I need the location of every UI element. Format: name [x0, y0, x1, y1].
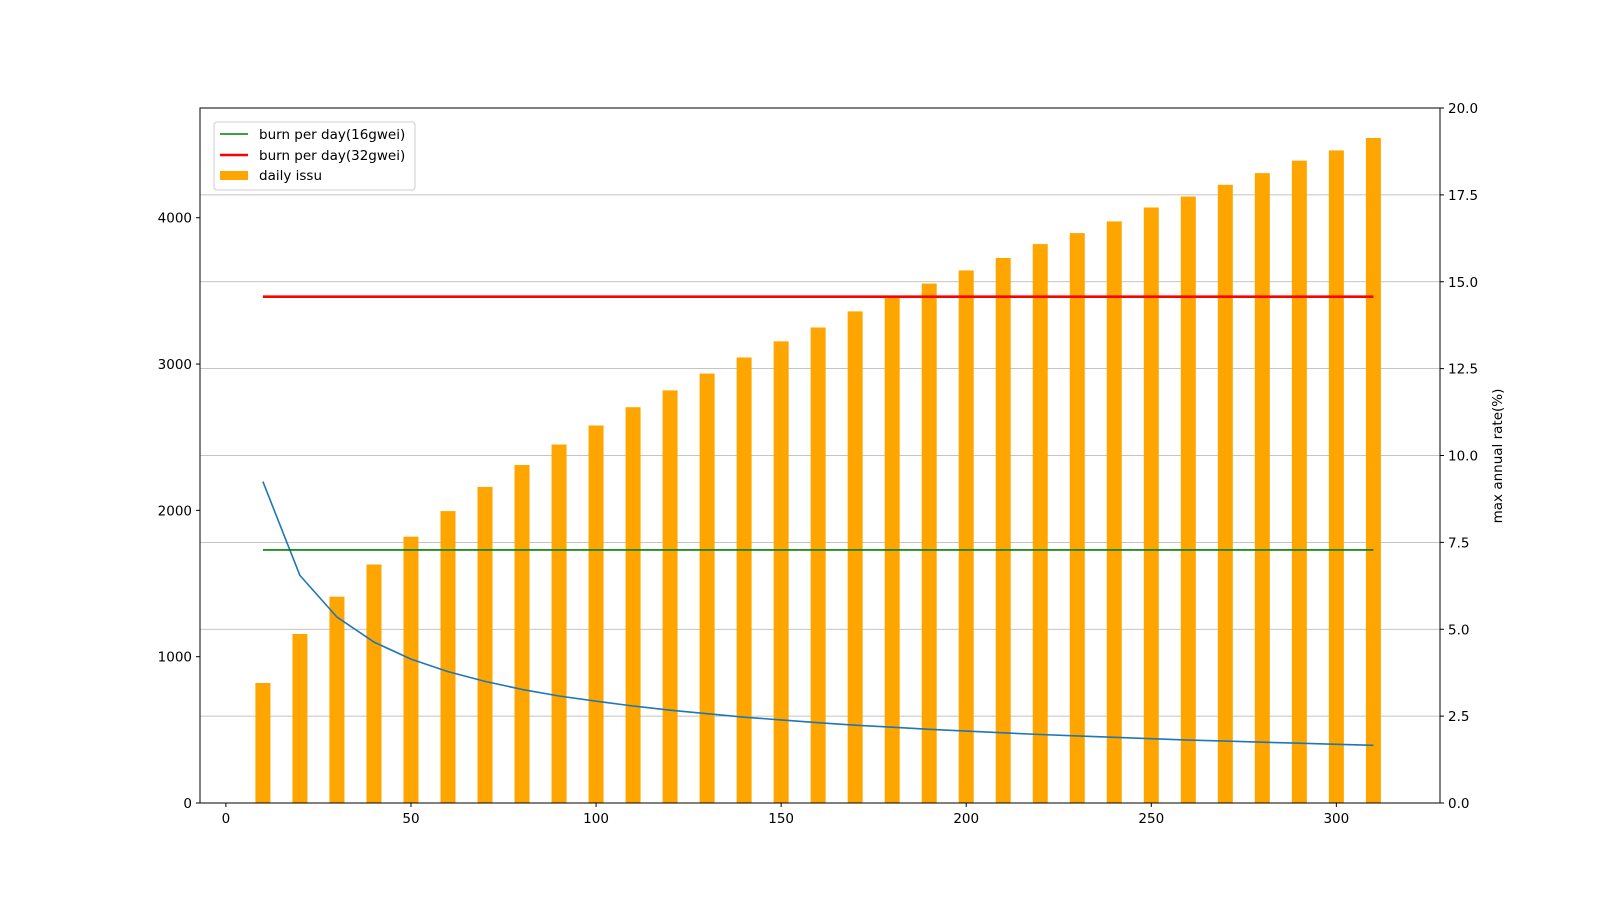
bar-daily-issu-290	[1291, 160, 1307, 803]
y-right-tick-label-10.0: 10.0	[1448, 449, 1478, 465]
legend-label-32gwei: burn per day(32gwei)	[259, 148, 405, 164]
line-series-annual-rate	[262, 481, 1374, 747]
legend-box	[213, 121, 416, 191]
bar-daily-issu-80	[514, 465, 530, 803]
bar-daily-issu-230	[1069, 233, 1085, 804]
bar-daily-issu-300	[1328, 150, 1344, 803]
y-left-tick-label-2000: 2000	[158, 503, 192, 519]
bar-daily-issu-210	[995, 257, 1011, 803]
y-right-tick-label-0.0: 0.0	[1448, 796, 1469, 812]
y-left-tick-label-0: 0	[183, 796, 192, 812]
y-right-tick-label-17.5: 17.5	[1448, 188, 1478, 204]
legend: burn per day(16gwei) burn per day(32gwei…	[213, 121, 416, 191]
x-tick-label-300: 300	[1323, 811, 1349, 827]
y-left-tick-label-3000: 3000	[158, 357, 192, 373]
bar-daily-issu-40	[366, 564, 382, 803]
bar-daily-issu-190	[921, 283, 937, 803]
x-tick-label-250: 250	[1138, 811, 1164, 827]
bar-daily-issu-30	[329, 596, 345, 803]
y-right-tick-label-5.0: 5.0	[1448, 622, 1469, 638]
x-tick-label-100: 100	[583, 811, 609, 827]
bar-daily-issu-200	[958, 270, 974, 803]
x-tick-label-0: 0	[222, 811, 231, 827]
bar-daily-issu-70	[477, 486, 493, 803]
x-tick-label-50: 50	[402, 811, 419, 827]
legend-swatch-daily-issu	[220, 171, 248, 180]
bar-daily-issu-250	[1143, 207, 1159, 803]
bar-daily-issu-170	[847, 311, 863, 803]
line-series	[262, 295, 1374, 747]
bar-daily-issu-220	[1032, 244, 1048, 804]
bar-daily-issu-140	[736, 357, 752, 803]
bar-daily-issu-20	[292, 634, 308, 803]
y-left-tick-label-1000: 1000	[158, 650, 192, 666]
bar-daily-issu-120	[662, 390, 678, 803]
y-right-tick-label-2.5: 2.5	[1448, 709, 1469, 725]
legend-label-daily-issu: daily issu	[259, 168, 322, 184]
bar-daily-issu-240	[1106, 221, 1122, 804]
bar-daily-issu-150	[773, 341, 789, 803]
bar-daily-issu-270	[1217, 184, 1233, 803]
bar-daily-issu-130	[699, 373, 715, 803]
y-right-tick-label-20.0: 20.0	[1448, 101, 1478, 117]
bar-daily-issu-280	[1254, 173, 1270, 803]
bar-daily-issu-110	[625, 407, 641, 803]
right-axis-title: max annual rate(%)	[1490, 389, 1506, 524]
bar-daily-issu-90	[551, 444, 567, 803]
bar-daily-issu-100	[588, 425, 604, 803]
bar-daily-issu-310	[1365, 137, 1381, 803]
y-right-tick-label-12.5: 12.5	[1448, 362, 1478, 378]
bar-daily-issu-50	[403, 536, 419, 803]
x-tick-label-200: 200	[953, 811, 979, 827]
y-right-tick-label-15.0: 15.0	[1448, 275, 1478, 291]
legend-label-16gwei: burn per day(16gwei)	[259, 127, 405, 143]
y-left-tick-label-4000: 4000	[158, 211, 192, 227]
bar-daily-issu-60	[440, 511, 456, 803]
y-right-tick-label-7.5: 7.5	[1448, 535, 1469, 551]
axis-ticks: 0 50 100 150 200 250 300010002000300040000.02.…	[158, 101, 1478, 827]
bar-daily-issu-260	[1180, 196, 1196, 803]
bar-daily-issu-10	[255, 683, 271, 803]
bar-daily-issu-160	[810, 327, 826, 803]
x-tick-label-150: 150	[768, 811, 794, 827]
